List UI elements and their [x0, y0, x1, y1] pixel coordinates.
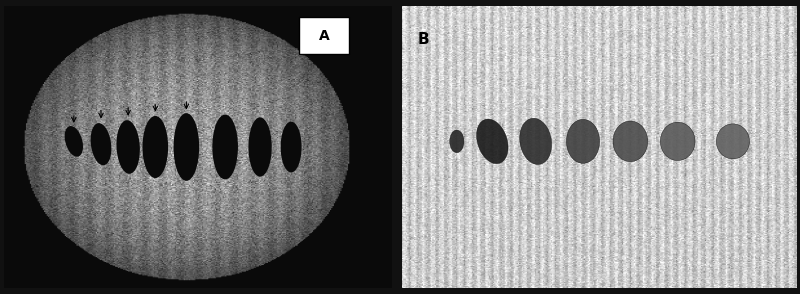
Ellipse shape	[613, 121, 648, 162]
Ellipse shape	[520, 118, 552, 164]
Ellipse shape	[566, 119, 599, 163]
Text: A: A	[318, 29, 330, 43]
Ellipse shape	[660, 122, 695, 161]
Text: B: B	[418, 32, 429, 47]
Ellipse shape	[142, 116, 168, 178]
Bar	[299, 17, 350, 54]
Ellipse shape	[249, 117, 272, 177]
Ellipse shape	[450, 130, 464, 153]
Ellipse shape	[174, 113, 199, 181]
Ellipse shape	[716, 124, 750, 159]
Ellipse shape	[477, 119, 508, 164]
Ellipse shape	[65, 126, 83, 157]
Ellipse shape	[117, 120, 140, 174]
Ellipse shape	[212, 115, 238, 179]
Ellipse shape	[281, 122, 302, 172]
Ellipse shape	[90, 123, 111, 165]
